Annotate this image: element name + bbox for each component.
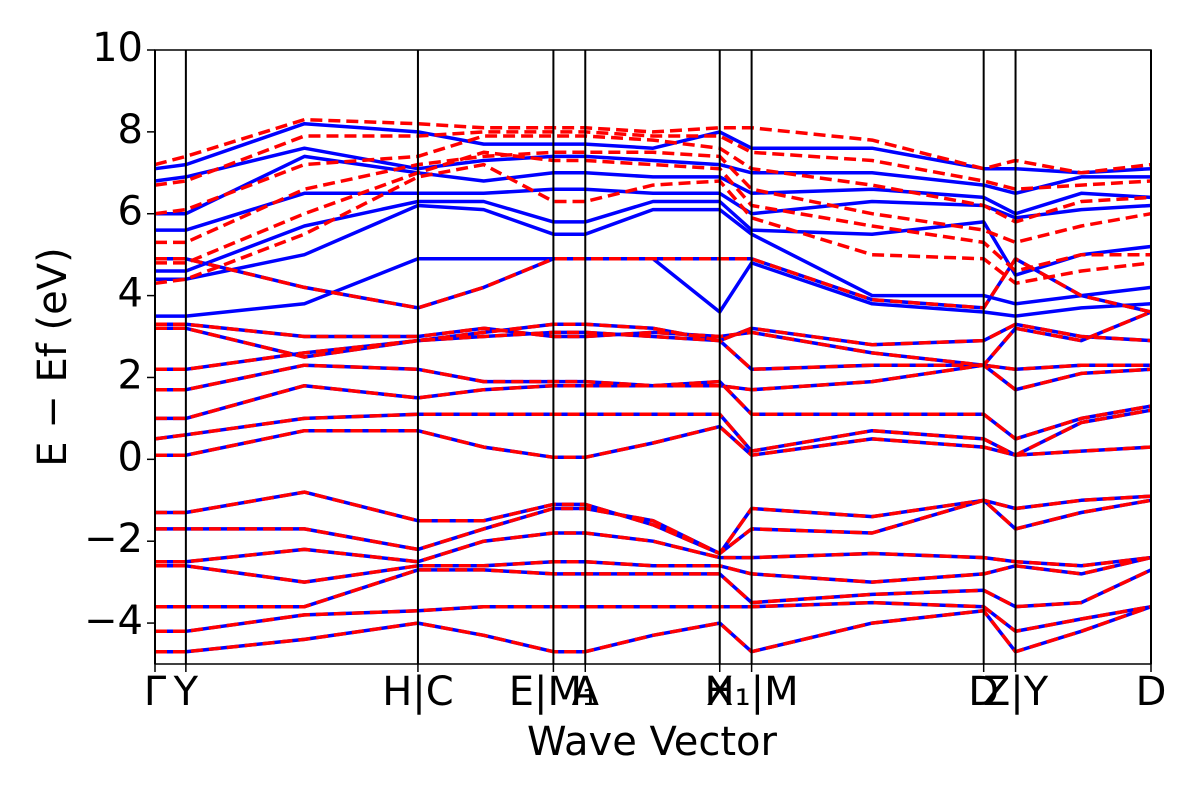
x-tick-label: E|M₁ bbox=[509, 669, 598, 715]
band-line bbox=[155, 322, 1152, 359]
x-tick-label: H₁|M bbox=[705, 669, 799, 715]
x-tick-label: A bbox=[572, 669, 600, 715]
band-line bbox=[155, 154, 1152, 216]
y-tick-label: −2 bbox=[84, 516, 143, 562]
y-tick-label: 0 bbox=[118, 434, 143, 480]
band-line bbox=[155, 555, 1152, 584]
x-tick-label: H|C bbox=[382, 669, 453, 715]
band-line bbox=[155, 150, 1152, 245]
band-line bbox=[155, 490, 1152, 556]
band-line bbox=[154, 162, 1152, 286]
band-line bbox=[155, 498, 1152, 556]
band-line bbox=[155, 363, 1152, 392]
x-axis-label: Wave Vector bbox=[527, 719, 778, 765]
band-line bbox=[155, 531, 1152, 568]
band-line bbox=[155, 600, 1152, 634]
band-line bbox=[154, 408, 1152, 457]
band-line bbox=[155, 150, 1151, 273]
band-line bbox=[155, 490, 1152, 556]
band-line bbox=[155, 330, 1151, 372]
band-line bbox=[155, 203, 1152, 306]
x-tick-label: D bbox=[968, 669, 999, 715]
x-tick-label: X bbox=[706, 669, 733, 715]
band-line bbox=[155, 257, 1152, 314]
band-line bbox=[155, 199, 1152, 277]
y-tick-label: 6 bbox=[118, 189, 143, 235]
x-tick-label: Y bbox=[173, 669, 199, 715]
plot-frame bbox=[154, 49, 1152, 665]
band-line bbox=[155, 605, 1152, 654]
band-line bbox=[154, 130, 1152, 191]
x-tick-label: D bbox=[1136, 669, 1167, 715]
band-line bbox=[154, 134, 1152, 224]
band-line bbox=[155, 498, 1152, 556]
x-tick-label: Z|Y bbox=[983, 669, 1049, 715]
band-line bbox=[154, 117, 1152, 175]
y-axis-label: E − Ef (eV) bbox=[30, 247, 76, 466]
band-line bbox=[154, 146, 1151, 196]
y-tick-label: −4 bbox=[84, 598, 143, 644]
band-line bbox=[155, 379, 1152, 441]
y-tick-label: 8 bbox=[118, 107, 143, 153]
band-line bbox=[155, 424, 1152, 460]
y-tick-label: 10 bbox=[92, 25, 143, 71]
y-tick-label: 2 bbox=[118, 352, 143, 398]
band-line bbox=[155, 568, 1152, 609]
x-tick-label: Γ bbox=[144, 669, 167, 715]
band-line bbox=[155, 310, 1152, 367]
band-line bbox=[155, 187, 1152, 232]
y-tick-label: 4 bbox=[118, 271, 143, 317]
band-line bbox=[154, 121, 1152, 175]
